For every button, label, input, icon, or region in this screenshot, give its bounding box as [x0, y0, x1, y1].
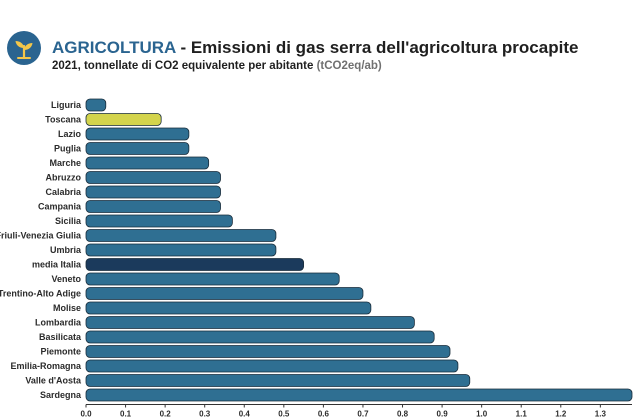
y-label-calabria: Calabria	[45, 187, 82, 197]
bar-puglia	[85, 142, 190, 155]
y-label-liguria: Liguria	[51, 100, 82, 110]
x-axis-ticks: 0.0 0.1 0.2 0.3 0.4 0.5 0.6 0.7 0.8 0.9 1.0 1.1 1.2 1…	[80, 404, 607, 418]
bar-trentino-alto-adige	[85, 287, 364, 300]
x-tick-label-0-0: 0.0	[80, 410, 92, 418]
bar-sicilia	[85, 214, 233, 228]
chart-title-category: AGRICOLTURA	[52, 38, 176, 57]
bar-molise	[85, 301, 372, 315]
x-tick-label-0-4: 0.4	[239, 410, 251, 418]
bar-valle-d-aosta	[85, 374, 471, 387]
bar-liguria	[85, 98, 107, 112]
x-tick-label-1-0: 1.0	[476, 410, 488, 418]
y-label-abruzzo: Abruzzo	[46, 173, 82, 183]
x-tick-label-0-9: 0.9	[437, 410, 449, 418]
bar-friuli-venezia-giulia	[85, 229, 277, 242]
bar-piemonte	[85, 345, 451, 358]
chart-title-separator: -	[175, 38, 191, 57]
y-label-campania: Campania	[38, 202, 82, 212]
y-label-lombardia: Lombardia	[35, 318, 82, 328]
y-label-valle-d-aosta: Valle d'Aosta	[25, 376, 82, 386]
bar-media-italia	[85, 258, 305, 271]
y-label-sicilia: Sicilia	[55, 216, 82, 226]
y-label-sardegna: Sardegna	[40, 390, 82, 400]
y-label-trentino-alto-adige: Trentino-Alto Adige	[0, 289, 81, 299]
chart-title: AGRICOLTURA - Emissioni di gas serra del…	[52, 38, 578, 58]
y-label-emilia-romagna: Emilia-Romagna	[10, 361, 82, 371]
sprout-icon	[7, 31, 41, 65]
y-label-toscana: Toscana	[45, 115, 82, 125]
bars-group	[85, 98, 633, 402]
bar-abruzzo	[85, 171, 221, 184]
y-label-umbria: Umbria	[50, 245, 82, 255]
bar-umbria	[85, 243, 277, 257]
x-tick-label-0-3: 0.3	[199, 410, 211, 418]
y-axis-labels: Liguria Toscana Lazio Puglia Marche Abruzzo Ca…	[0, 100, 82, 400]
x-tick-label-0-2: 0.2	[160, 410, 172, 418]
x-tick-label-0-6: 0.6	[318, 410, 330, 418]
bar-veneto	[85, 272, 340, 286]
y-label-media-italia: media Italia	[32, 260, 82, 270]
x-tick-label-1-3: 1.3	[595, 410, 607, 418]
bar-marche	[85, 156, 210, 170]
y-label-piemonte: Piemonte	[40, 347, 81, 357]
x-tick-label-0-5: 0.5	[278, 410, 290, 418]
bar-sardegna	[85, 388, 633, 402]
x-tick-label-0-7: 0.7	[357, 410, 369, 418]
y-label-basilicata: Basilicata	[39, 332, 82, 342]
x-tick-label-1-2: 1.2	[555, 410, 567, 418]
y-label-marche: Marche	[49, 158, 81, 168]
y-label-veneto: Veneto	[51, 274, 81, 284]
y-label-friuli-venezia-giulia: Friuli-Venezia Giulia	[0, 231, 82, 241]
bar-campania	[85, 200, 221, 213]
x-tick-label-0-8: 0.8	[397, 410, 409, 418]
bar-toscana	[85, 113, 162, 126]
bar-lombardia	[85, 316, 415, 329]
y-label-molise: Molise	[53, 303, 81, 313]
y-label-lazio: Lazio	[58, 129, 82, 139]
bar-lazio	[85, 127, 190, 141]
y-label-puglia: Puglia	[54, 144, 82, 154]
bar-emilia-romagna	[85, 359, 459, 373]
x-tick-label-0-1: 0.1	[120, 410, 132, 418]
bar-calabria	[85, 185, 221, 199]
chart-subtitle: 2021, tonnellate di CO2 equivalente per …	[52, 60, 382, 72]
chart-subtitle-text: 2021, tonnellate di CO2 equivalente per …	[52, 60, 314, 72]
chart-title-text: Emissioni di gas serra dell'agricoltura …	[190, 38, 579, 57]
x-tick-label-1-1: 1.1	[516, 410, 528, 418]
chart-unit: (tCO2eq/ab)	[316, 60, 382, 72]
bar-basilicata	[85, 330, 435, 344]
